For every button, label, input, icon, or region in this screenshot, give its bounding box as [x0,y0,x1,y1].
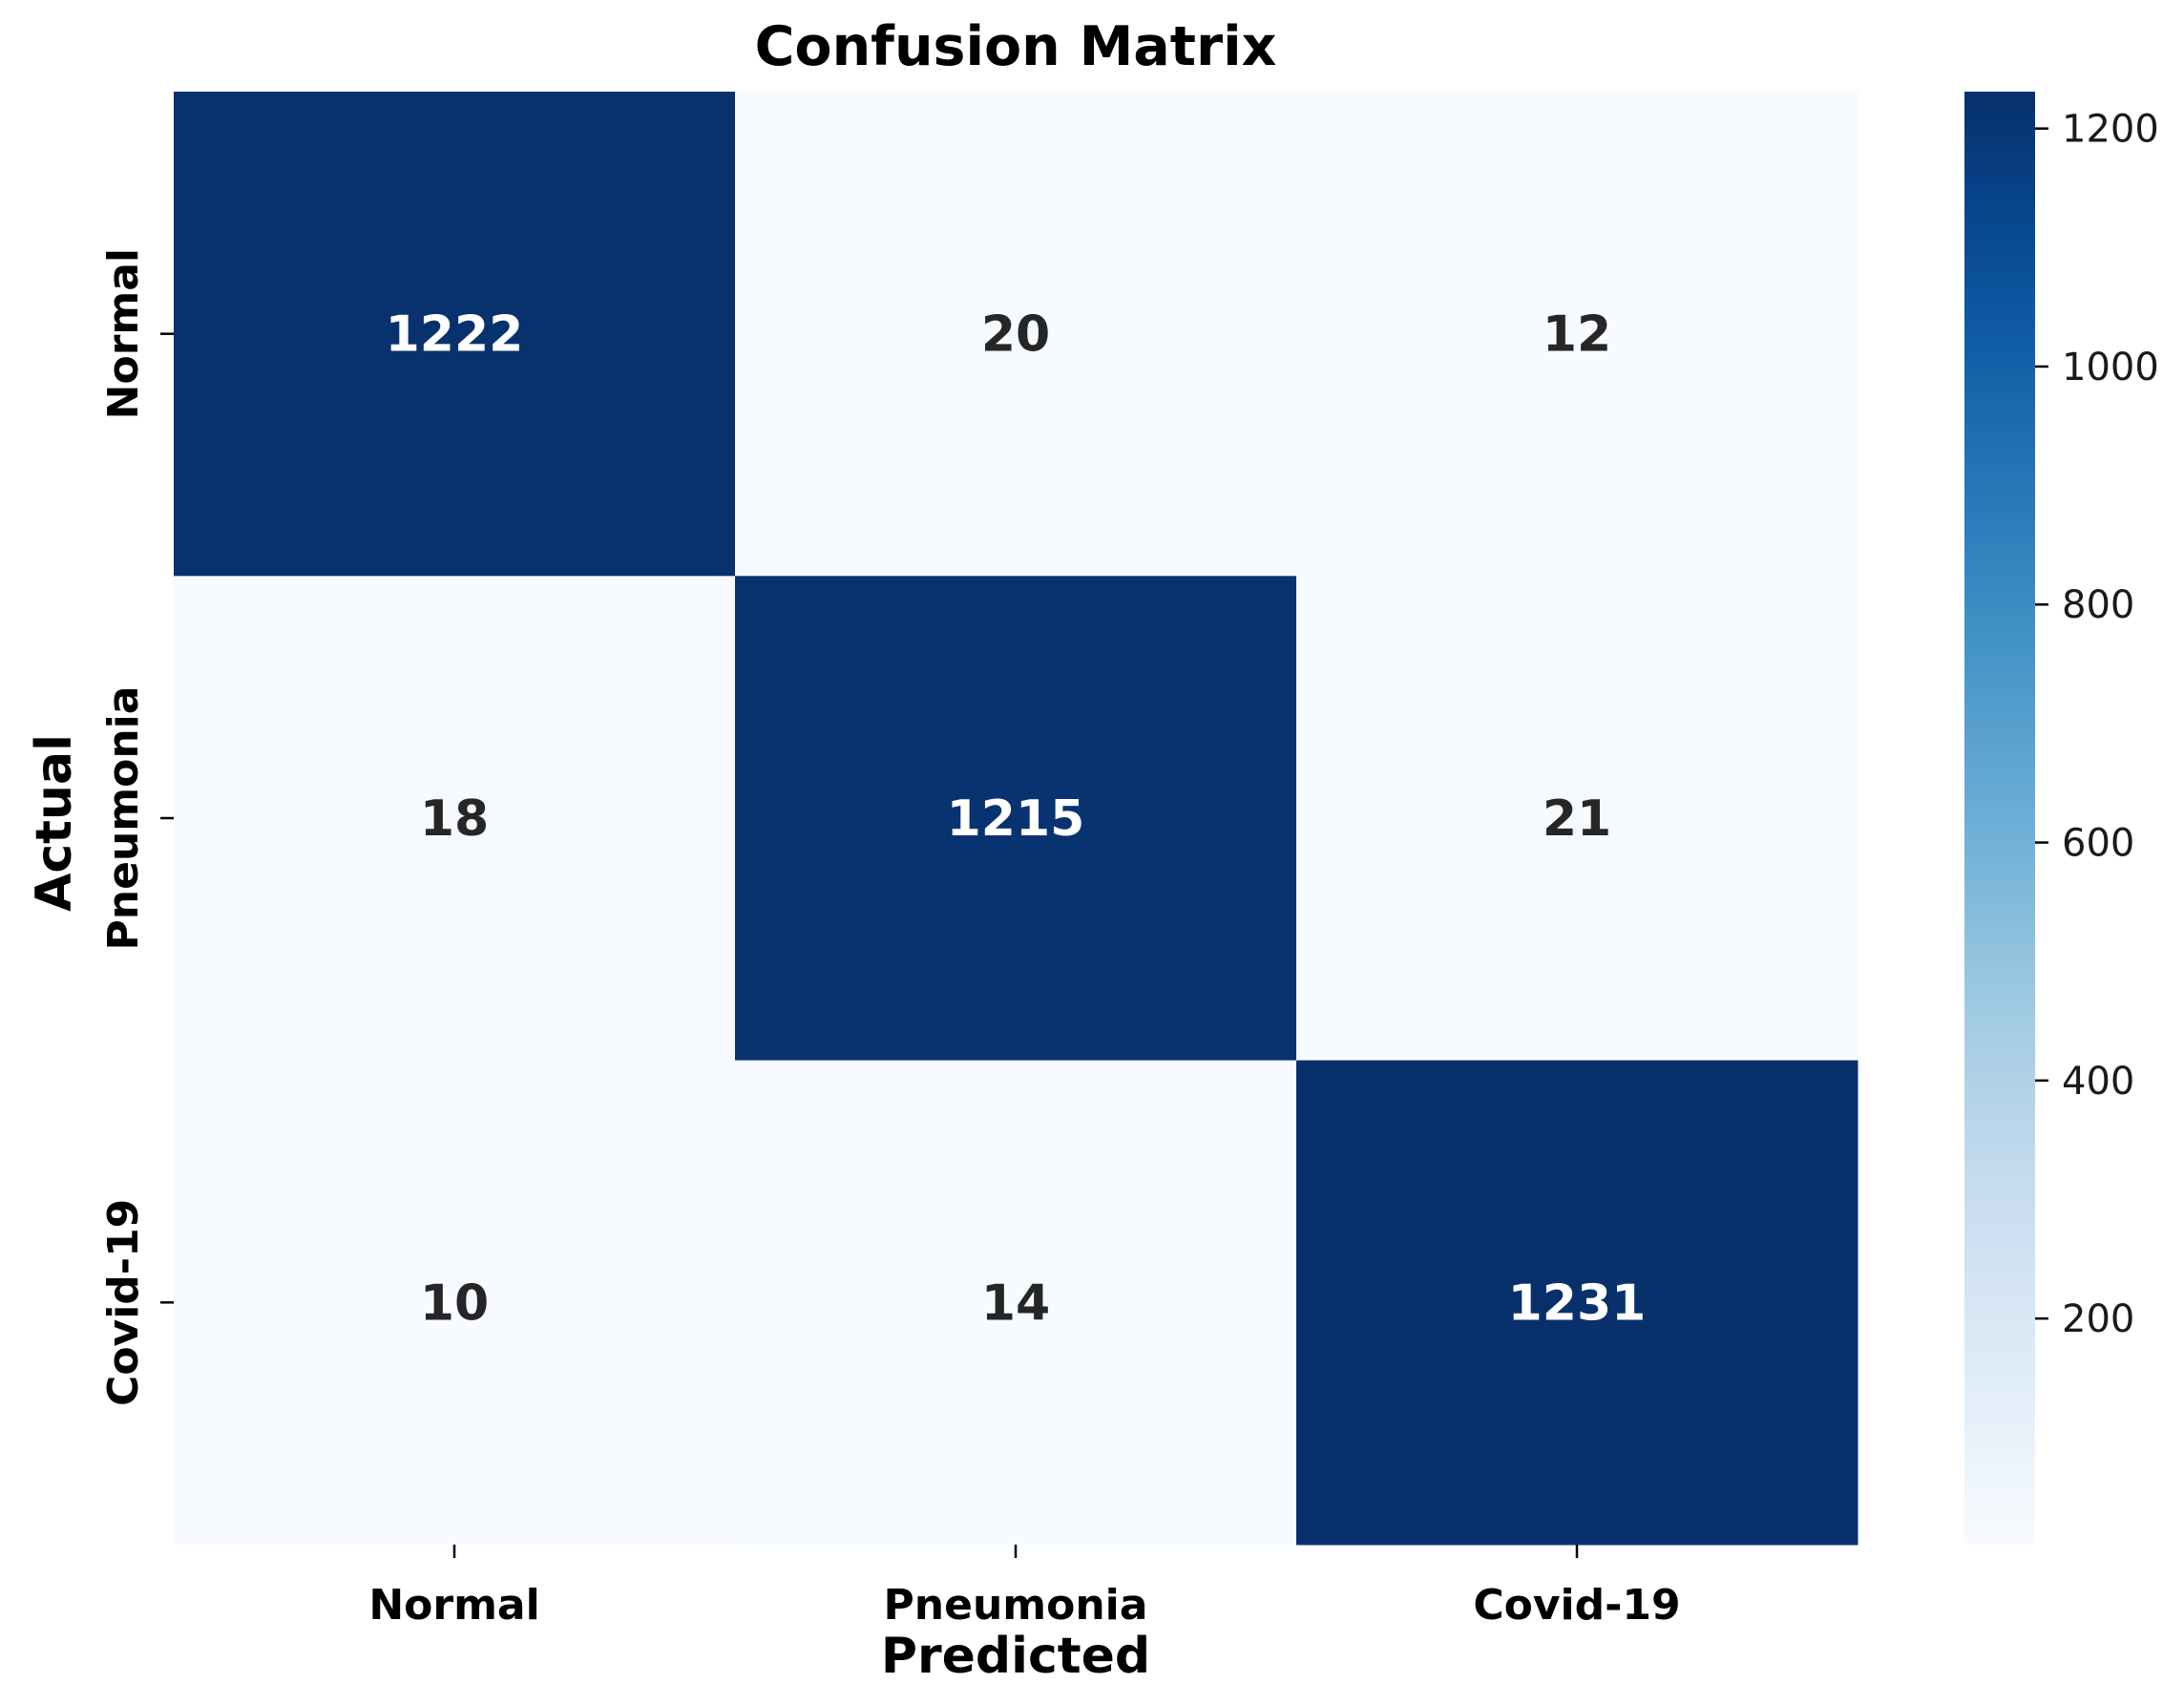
y-axis-label: Actual [26,734,83,912]
heatmap-cell [735,576,1297,1062]
colorbar [1964,92,2035,1545]
x-axis-label: Predicted [881,1628,1150,1685]
colorbar-tick-label: 400 [2062,1060,2134,1104]
cell-value-label: 1231 [1508,1274,1647,1332]
heatmap-cells [174,92,1858,1546]
cell-value-label: 14 [981,1274,1050,1332]
heatmap-cell [1296,576,1858,1062]
cell-value-label: 12 [1543,306,1611,364]
heatmap-cell [174,1060,736,1546]
x-axis-ticks: Normal Pneumonia Covid-19 [368,1545,1681,1630]
colorbar-tick-label: 800 [2062,583,2134,627]
cell-value-label: 1222 [386,306,524,364]
heatmap-cell [174,576,736,1062]
heatmap-cell-labels: 1222 20 12 18 1215 21 10 14 1231 [386,306,1647,1333]
y-tick-label: Normal [99,248,148,419]
chart-title: Confusion Matrix [755,15,1277,78]
heatmap-cell [735,92,1297,577]
cell-value-label: 18 [420,790,489,848]
colorbar-tick-label: 1200 [2062,108,2159,152]
x-tick-label: Covid-19 [1473,1581,1680,1630]
x-tick-label: Pneumonia [884,1581,1148,1630]
x-tick-label: Normal [368,1581,539,1630]
cell-value-label: 10 [420,1274,489,1332]
colorbar-tick-label: 1000 [2062,346,2159,389]
heatmap-cell [174,92,736,577]
colorbar-tick-label: 200 [2062,1297,2134,1341]
cell-value-label: 21 [1543,790,1611,848]
cell-value-label: 1215 [947,790,1085,848]
heatmap-cell [735,1060,1297,1546]
heatmap-cell [1296,92,1858,577]
y-axis-ticks: Normal Pneumonia Covid-19 [99,248,174,1406]
colorbar-tick-label: 600 [2062,822,2134,866]
y-tick-label: Covid-19 [99,1199,148,1406]
cell-value-label: 20 [981,306,1050,364]
heatmap-cell [1296,1060,1858,1546]
y-tick-label: Pneumonia [99,686,148,951]
colorbar-ticks: 200 400 600 800 1000 1200 [2035,108,2159,1341]
